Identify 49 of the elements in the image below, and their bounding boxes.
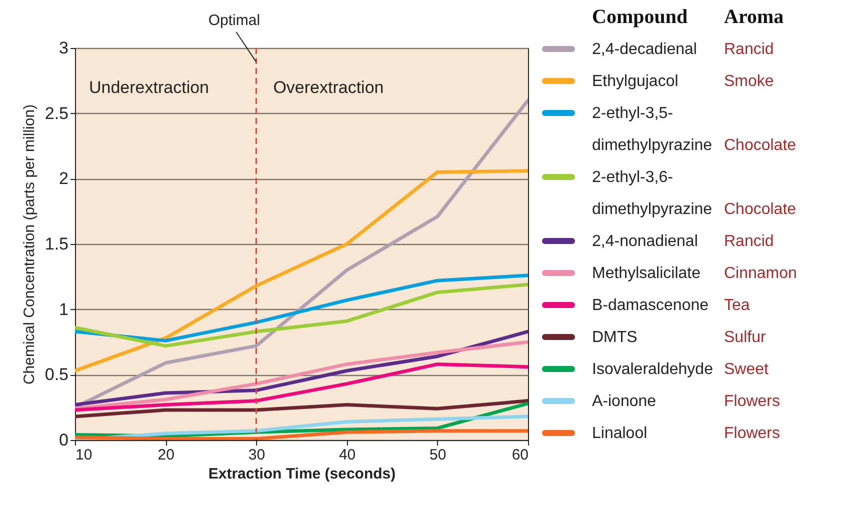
line-series bbox=[75, 340, 528, 410]
annotation: Underextraction bbox=[89, 78, 210, 97]
legend-label: 2-ethyl-3,5-dimethylpyrazine bbox=[592, 105, 712, 154]
legend-label: Isovaleraldehyde bbox=[592, 361, 714, 378]
x-tick-label: 40 bbox=[338, 446, 356, 464]
legend-label: 2,4-nonadienal bbox=[592, 233, 698, 250]
y-axis-title: Chemical Concentration (parts per million) bbox=[20, 104, 38, 385]
line-series bbox=[75, 274, 528, 342]
text: Chocolate bbox=[724, 201, 796, 218]
legend-label: DMTS bbox=[592, 329, 638, 346]
line-series bbox=[75, 399, 528, 418]
text: Smoke bbox=[724, 73, 774, 90]
x-tick-label: 10 bbox=[76, 446, 92, 464]
ref-line-label: Optimal bbox=[208, 12, 260, 29]
annotation: Overextraction bbox=[273, 78, 384, 97]
line-series bbox=[75, 169, 528, 372]
x-tick-label: 60 bbox=[512, 446, 528, 464]
x-axis-title: Extraction Time (seconds) bbox=[208, 466, 396, 482]
y-tick-label: 2 bbox=[59, 169, 68, 188]
legend-label: B-damascenone bbox=[592, 297, 709, 314]
text: Sulfur bbox=[724, 329, 766, 346]
legend-label: Linalool bbox=[592, 425, 648, 442]
x-tick-label: 20 bbox=[158, 446, 174, 464]
y-tick-label: 1.5 bbox=[44, 234, 68, 254]
text: Rancid bbox=[724, 41, 774, 58]
legend-title: Compound bbox=[592, 6, 688, 28]
text: Tea bbox=[724, 297, 750, 314]
text: Flowers bbox=[724, 425, 780, 442]
legend-label: Methylsalicilate bbox=[592, 265, 701, 282]
legend-label: Ethylgujacol bbox=[592, 73, 678, 90]
line-series bbox=[75, 98, 528, 410]
x-tick-label: 30 bbox=[248, 446, 266, 464]
x-tick-label: 50 bbox=[430, 446, 446, 464]
text: Chocolate bbox=[724, 137, 796, 154]
legend-label: 2-ethyl-3,6-dimethylpyrazine bbox=[592, 169, 712, 218]
legend-label: A-ionone bbox=[592, 393, 656, 410]
y-tick-label: 1 bbox=[59, 300, 68, 319]
text: Rancid bbox=[724, 233, 774, 250]
y-tick-label: 0 bbox=[59, 430, 68, 450]
text: Sweet bbox=[724, 361, 770, 378]
y-tick-label: 3 bbox=[59, 38, 68, 58]
text: Flowers bbox=[724, 393, 780, 410]
text: Aroma bbox=[724, 6, 784, 28]
text: Cinnamon bbox=[724, 265, 797, 282]
y-tick-label: 2.5 bbox=[44, 104, 68, 123]
y-tick-label: 0.5 bbox=[44, 365, 68, 384]
line-series bbox=[75, 282, 528, 348]
line-series bbox=[75, 362, 528, 412]
legend-label: 2,4-decadienal bbox=[592, 41, 697, 58]
